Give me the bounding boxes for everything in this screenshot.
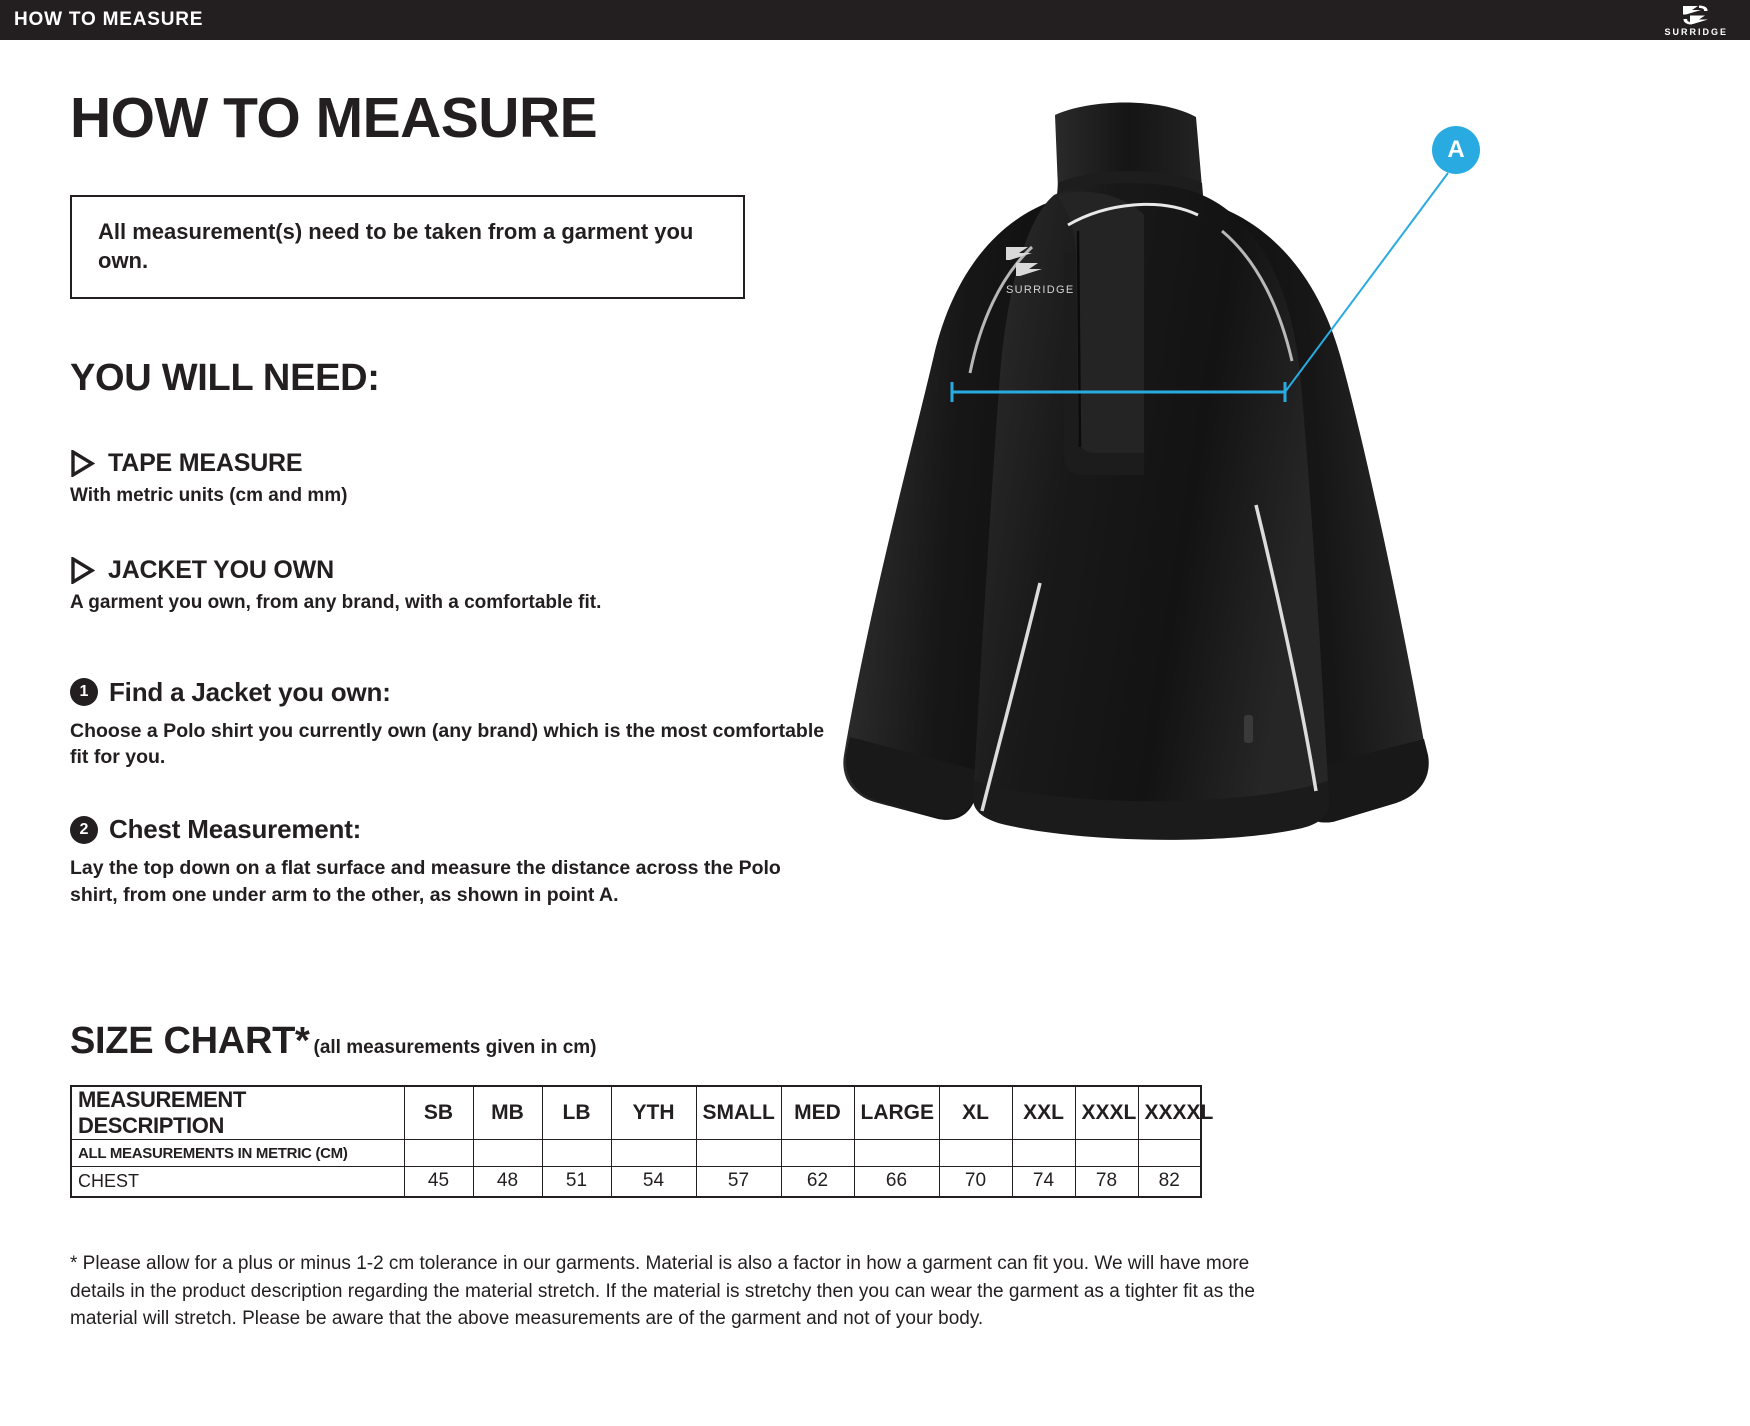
step-title: Find a Jacket you own: [109,676,391,707]
footer-disclaimer: * Please allow for a plus or minus 1-2 c… [70,1253,1255,1330]
you-will-need-heading: YOU WILL NEED: [70,357,380,400]
metric-cell [1074,1139,1139,1167]
metric-cell [780,1139,855,1167]
chest-logo-text: SURRIDGE [1006,284,1074,296]
header-cell-lb: LB [541,1085,612,1140]
table-row-metric-note: ALL MEASUREMENTS IN METRIC (CM) [70,1139,1202,1167]
need-title: JACKET YOU OWN [108,555,334,584]
metric-cell [695,1139,782,1167]
jacket-body [973,183,1329,836]
jacket-collar [1055,102,1202,189]
cell-chest-sb: 45 [403,1166,474,1197]
piping-right-side [1254,504,1318,792]
note-box: All measurement(s) need to be taken from… [70,195,745,300]
table-header-row: MEASUREMENT DESCRIPTION SB MB LB YTH SMA… [70,1085,1213,1140]
step-number-badge: 1 [70,678,98,707]
header-cell-xxxxl: XXXXL [1137,1085,1213,1140]
row-label-chest: CHEST [70,1166,405,1197]
jacket-hem [973,781,1330,840]
step-title: Chest Measurement: [109,814,362,845]
need-subtitle: With metric units (cm and mm) [70,485,348,507]
size-chart-subtitle: (all measurements given in cm) [313,1037,597,1058]
cell-chest-lb: 51 [541,1166,612,1197]
size-chart-table: MEASUREMENT DESCRIPTION SB MB LB YTH SMA… [70,1085,1213,1198]
header-cell-yth: YTH [610,1085,697,1140]
jacket-left-cuff [845,737,980,818]
need-item-tape-measure: TAPE MEASURE With metric units (cm and m… [70,449,830,508]
header-cell-xxl: XXL [1011,1085,1076,1140]
sleeve-tab [1244,715,1253,743]
piping-shoulder-center [1067,202,1199,227]
brand-logo: SURRIDGE [1664,3,1750,37]
header-cell-xl: XL [938,1085,1013,1140]
triangle-right-icon [71,450,95,478]
metric-cell [541,1139,612,1167]
header-cell-mb: MB [472,1085,543,1140]
triangle-right-icon [71,556,95,584]
table-row: CHEST 45 48 51 54 57 62 66 70 74 78 82 [70,1166,1202,1197]
step-1: 1 Find a Jacket you own: Choose a Polo s… [70,677,830,771]
top-header-bar: HOW TO MEASURE SURRIDGE [0,0,1750,40]
header-cell-sb: SB [403,1085,474,1140]
metric-cell [403,1139,474,1167]
metric-cell [610,1139,697,1167]
need-item-jacket-you-own: JACKET YOU OWN A garment you own, from a… [70,556,830,615]
product-illustration: SURRIDGE [830,55,1730,955]
step-body: Choose a Polo shirt you currently own (a… [70,719,825,768]
header-title: HOW TO MEASURE [14,9,204,30]
brand-name: SURRIDGE [1664,27,1728,37]
step-number-badge: 2 [70,815,98,844]
piping-left-shoulder [968,245,1034,374]
header-cell-description: MEASUREMENT DESCRIPTION [70,1085,405,1140]
metric-cell [938,1139,1013,1167]
cell-chest-yth: 54 [610,1166,697,1197]
cell-chest-mb: 48 [472,1166,543,1197]
need-subtitle: A garment you own, from any brand, with … [70,591,602,613]
cell-chest-med: 62 [780,1166,855,1197]
header-cell-xxxl: XXXL [1074,1085,1139,1140]
page-title: HOW TO MEASURE [70,86,598,150]
cell-chest-xxl: 74 [1011,1166,1076,1197]
header-cell-large: LARGE [853,1085,940,1140]
metric-cell [1137,1139,1202,1167]
size-chart-title: SIZE CHART* [70,1020,310,1062]
size-chart-heading: SIZE CHART* (all measurements given in c… [70,1020,1210,1063]
metric-cell [472,1139,543,1167]
metric-note-label: ALL MEASUREMENTS IN METRIC (CM) [70,1139,405,1167]
piping-left-side [980,582,1042,812]
metric-cell [853,1139,940,1167]
chest-logo: SURRIDGE [1006,247,1074,296]
jacket-placket-tab [1064,251,1144,475]
need-title: TAPE MEASURE [108,449,303,478]
cell-chest-xxxl: 78 [1074,1166,1139,1197]
jacket-zip-line [1076,230,1082,448]
measurement-marker-a: A [1432,126,1480,174]
instructions-column: HOW TO MEASURE All measurement(s) need t… [70,90,830,908]
cell-chest-xl: 70 [938,1166,1013,1197]
header-cell-med: MED [780,1085,855,1140]
cell-chest-large: 66 [853,1166,940,1197]
note-text: All measurement(s) need to be taken from… [98,219,694,274]
double-s-logo-icon [1683,5,1709,25]
size-chart-section: SIZE CHART* (all measurements given in c… [70,1020,1213,1198]
step-body: Lay the top down on a flat surface and m… [70,857,781,906]
metric-cell [1011,1139,1076,1167]
step-2: 2 Chest Measurement: Lay the top down on… [70,814,830,908]
cell-chest-xxxxl: 82 [1137,1166,1202,1197]
cell-chest-small: 57 [695,1166,782,1197]
jacket-illustration-svg: SURRIDGE [843,102,1429,840]
header-cell-small: SMALL [695,1085,782,1140]
